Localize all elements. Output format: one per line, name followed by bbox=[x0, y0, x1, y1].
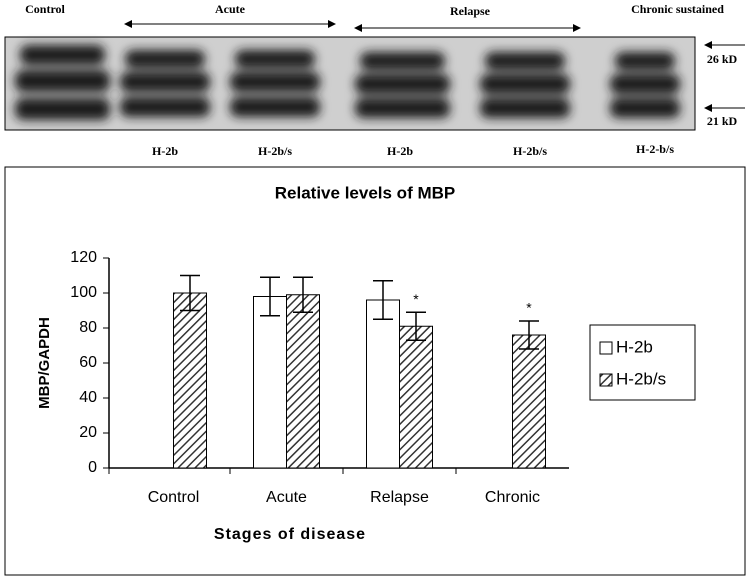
error-bar bbox=[260, 276, 280, 317]
bar bbox=[253, 296, 287, 469]
lane-label: H-2b bbox=[387, 144, 413, 158]
x-tick-label: Acute bbox=[266, 489, 307, 506]
y-axis-title: MBP/GAPDH bbox=[36, 317, 53, 409]
y-tick-label: 80 bbox=[79, 319, 97, 336]
chart-title: Relative levels of MBP bbox=[275, 183, 455, 202]
bar bbox=[512, 334, 546, 469]
error-bar bbox=[406, 311, 426, 341]
bands bbox=[15, 45, 680, 120]
error-bar bbox=[293, 276, 313, 313]
bar bbox=[399, 325, 433, 469]
error-bar bbox=[519, 320, 539, 350]
marker-label: 21 kD bbox=[707, 114, 738, 128]
bar bbox=[173, 292, 207, 469]
y-tick-label: 60 bbox=[79, 354, 97, 371]
group-label: Control bbox=[25, 2, 65, 16]
blot: Control Acute Relapse Chronic sustained … bbox=[4, 2, 745, 158]
marker-label: 26 kD bbox=[707, 52, 738, 66]
error-bar bbox=[180, 274, 200, 312]
x-axis-title: Stages of disease bbox=[214, 526, 366, 543]
legend-swatch bbox=[599, 341, 613, 355]
y-tick-label: 120 bbox=[70, 249, 97, 266]
x-tick-label: Control bbox=[148, 489, 200, 506]
legend-label: H-2b bbox=[616, 337, 653, 356]
x-tick-label: Chronic bbox=[485, 489, 540, 506]
x-tick-label: Relapse bbox=[370, 489, 429, 506]
legend-label: H-2b/s bbox=[616, 369, 666, 388]
legend-frame bbox=[589, 324, 696, 401]
bar bbox=[286, 294, 320, 469]
significance-marker: * bbox=[413, 291, 419, 307]
lane-label: H-2-b/s bbox=[636, 142, 674, 156]
group-label: Relapse bbox=[450, 4, 491, 18]
lane-label: H-2b/s bbox=[258, 144, 292, 158]
significance-marker: * bbox=[526, 300, 532, 316]
group-label: Acute bbox=[215, 2, 246, 16]
bar bbox=[366, 299, 400, 469]
y-tick-label: 0 bbox=[88, 459, 97, 476]
lane-label: H-2b bbox=[152, 144, 178, 158]
y-tick-label: 40 bbox=[79, 389, 97, 406]
error-bar bbox=[373, 280, 393, 320]
legend-swatch bbox=[599, 373, 613, 387]
y-tick-label: 100 bbox=[70, 284, 97, 301]
y-tick-label: 20 bbox=[79, 424, 97, 441]
group-label-box: Chronic sustained bbox=[631, 2, 724, 16]
lane-label: H-2b/s bbox=[513, 144, 547, 158]
group-label: Chronic sustained bbox=[631, 2, 724, 16]
